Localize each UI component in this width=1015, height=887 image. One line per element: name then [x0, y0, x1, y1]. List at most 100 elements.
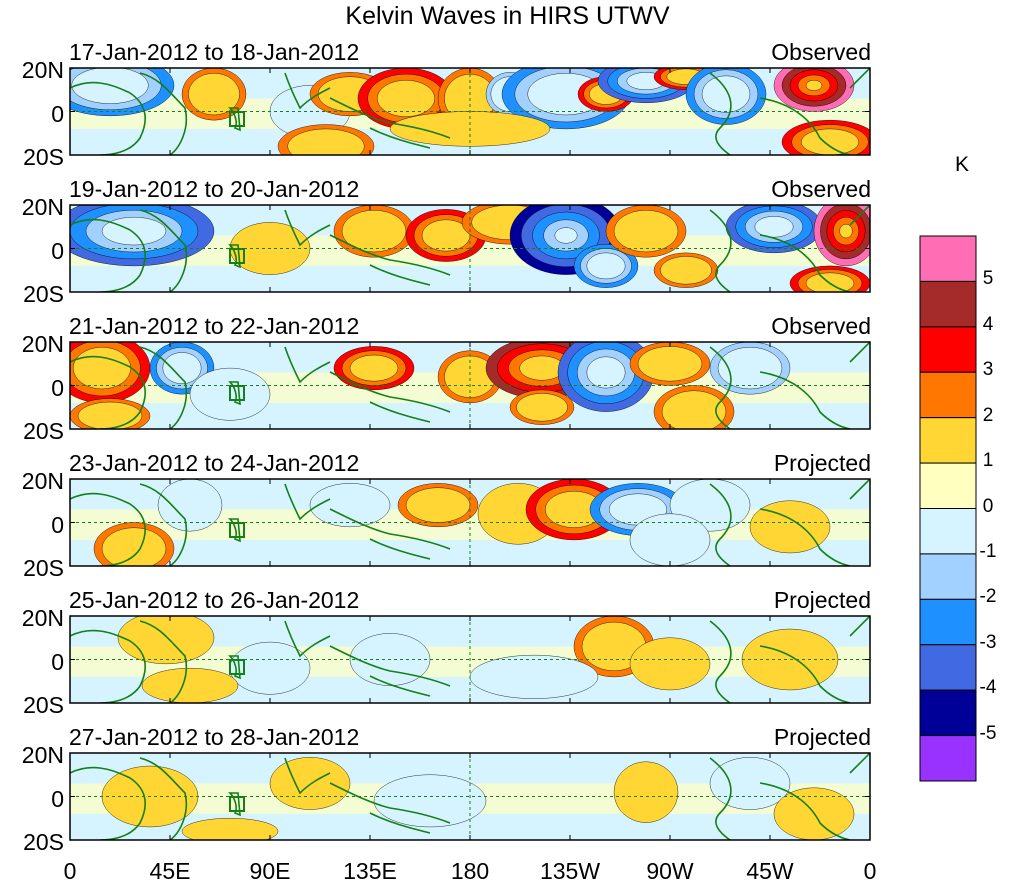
- map-panel-6: 27-Jan-2012 to 28-Jan-2012 Projected 20N 0 2…: [0, 724, 880, 860]
- anomaly-contour: [287, 128, 365, 155]
- anomaly-contour: [637, 346, 703, 382]
- coastline: [284, 209, 331, 247]
- lat-label: 0: [51, 649, 64, 675]
- coastline: [139, 346, 188, 429]
- colorbar-swatch: [919, 689, 977, 737]
- anomaly-map: [69, 67, 871, 156]
- coastline: [70, 218, 146, 292]
- coastline: [228, 381, 241, 406]
- anomaly-map: [69, 341, 871, 430]
- anomaly-contour: [701, 75, 751, 113]
- coastline: [849, 205, 870, 226]
- anomaly-contour: [516, 393, 568, 422]
- anomaly-contour: [613, 210, 679, 253]
- coastline: [369, 264, 431, 286]
- coastline: [284, 757, 331, 795]
- lat-label: 20N: [21, 605, 64, 631]
- anomaly-contour: [629, 513, 711, 566]
- colorbar: [919, 235, 977, 782]
- coastline: [70, 81, 146, 155]
- lon-label: 45W: [746, 858, 794, 884]
- lat-label: 20S: [23, 829, 64, 855]
- coastline: [849, 68, 870, 89]
- anomaly-contour: [101, 527, 167, 566]
- coastline: [759, 645, 851, 703]
- reference-box: [229, 111, 245, 127]
- coastline: [369, 812, 431, 834]
- lat-label: 20N: [21, 194, 64, 220]
- anomaly-contour: [709, 757, 791, 810]
- lat-label: 20S: [23, 281, 64, 307]
- anomaly-map: [69, 478, 871, 567]
- coastline: [228, 518, 241, 543]
- lat-label: 20S: [23, 555, 64, 581]
- lat-label: 0: [51, 238, 64, 264]
- lon-label: 0: [863, 858, 877, 884]
- coastline: [70, 492, 146, 566]
- figure-title: Kelvin Waves in HIRS UTWV: [345, 2, 670, 30]
- colorbar-swatch: [919, 644, 977, 691]
- lon-label: 0: [63, 858, 77, 884]
- anomaly-contour: [162, 352, 202, 384]
- coastline: [849, 753, 870, 774]
- coastline: [329, 234, 451, 276]
- coastline: [139, 483, 188, 566]
- panel-kind-label: Observed: [771, 39, 871, 65]
- lon-label: 135W: [539, 858, 601, 884]
- anomaly-contour: [405, 487, 471, 523]
- coastline: [369, 401, 431, 423]
- colorbar-swatch: [919, 598, 977, 646]
- coastline: [759, 371, 851, 429]
- lat-label: 20N: [21, 331, 64, 357]
- coastline: [329, 645, 451, 687]
- coastline: [228, 107, 241, 132]
- anomaly-contour: [469, 654, 599, 699]
- colorbar-swatch: [919, 326, 977, 373]
- anomaly-contour: [749, 500, 831, 554]
- reference-box: [229, 522, 245, 538]
- panel-kind-label: Observed: [771, 313, 871, 339]
- lat-label: 20S: [23, 418, 64, 444]
- coastline: [369, 675, 431, 697]
- colorbar-swatch: [919, 371, 977, 419]
- coastline: [284, 346, 331, 384]
- lon-label: 90W: [646, 858, 694, 884]
- panel-date-range: 27-Jan-2012 to 28-Jan-2012: [69, 724, 360, 750]
- map-panel-3: 21-Jan-2012 to 22-Jan-2012 Observed 20N 0 20…: [0, 313, 880, 449]
- colorbar-swatch: [919, 735, 977, 782]
- coastline: [139, 620, 188, 703]
- anomaly-contour: [269, 757, 351, 810]
- reference-box: [229, 796, 245, 812]
- coastline: [849, 342, 870, 363]
- coastline: [139, 209, 188, 292]
- coastline: [329, 371, 451, 413]
- colorbar-swatch: [919, 280, 977, 328]
- coastline: [228, 655, 241, 680]
- lat-label: 20N: [21, 468, 64, 494]
- coastline: [284, 483, 331, 521]
- coastline: [369, 538, 431, 560]
- lon-label: 90E: [249, 858, 291, 884]
- colorbar-label: -4: [979, 677, 997, 699]
- anomaly-contour: [519, 355, 565, 381]
- map-panel-4: 23-Jan-2012 to 24-Jan-2012 Projected 20N 0 2…: [0, 450, 880, 586]
- lat-label: 20S: [23, 144, 64, 170]
- colorbar-label: 5: [982, 268, 994, 290]
- lon-label: 135E: [343, 858, 397, 884]
- coastline: [228, 244, 241, 269]
- lat-label: 0: [51, 101, 64, 127]
- reference-box: [229, 659, 245, 675]
- coastline: [329, 508, 451, 550]
- panel-kind-label: Projected: [773, 724, 871, 750]
- anomaly-map: [69, 204, 871, 293]
- panel-date-range: 21-Jan-2012 to 22-Jan-2012: [69, 313, 360, 339]
- anomaly-contour: [188, 73, 240, 116]
- colorbar-swatch: [919, 508, 977, 555]
- anomaly-contour: [717, 347, 783, 390]
- coastline: [329, 97, 451, 139]
- reference-box: [229, 248, 245, 264]
- anomaly-contour: [586, 356, 626, 389]
- anomaly-contour: [660, 256, 712, 285]
- coastline: [709, 483, 732, 566]
- panel-kind-label: Observed: [771, 176, 871, 202]
